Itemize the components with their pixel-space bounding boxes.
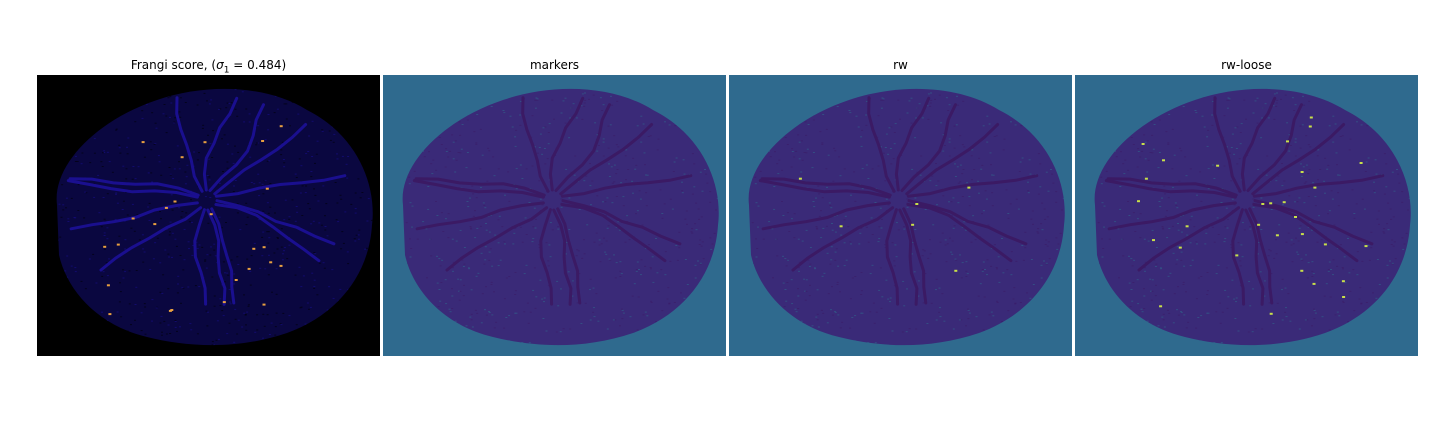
- rw-loose-image: [1075, 75, 1418, 356]
- rw-image: [729, 75, 1072, 356]
- markers-image: [383, 75, 726, 356]
- rw-loose-canvas: [1075, 75, 1418, 356]
- markers-canvas: [383, 75, 726, 356]
- markers-title: markers: [529, 58, 580, 72]
- rw-canvas: [729, 75, 1072, 356]
- rw-loose-title: rw-loose: [1221, 58, 1272, 72]
- rw-title: rw: [893, 58, 908, 72]
- frangi-score-title: Frangi score, (σ1 = 0.484): [130, 58, 287, 76]
- frangi-score-canvas: [37, 75, 380, 356]
- frangi-score-image: [37, 75, 380, 356]
